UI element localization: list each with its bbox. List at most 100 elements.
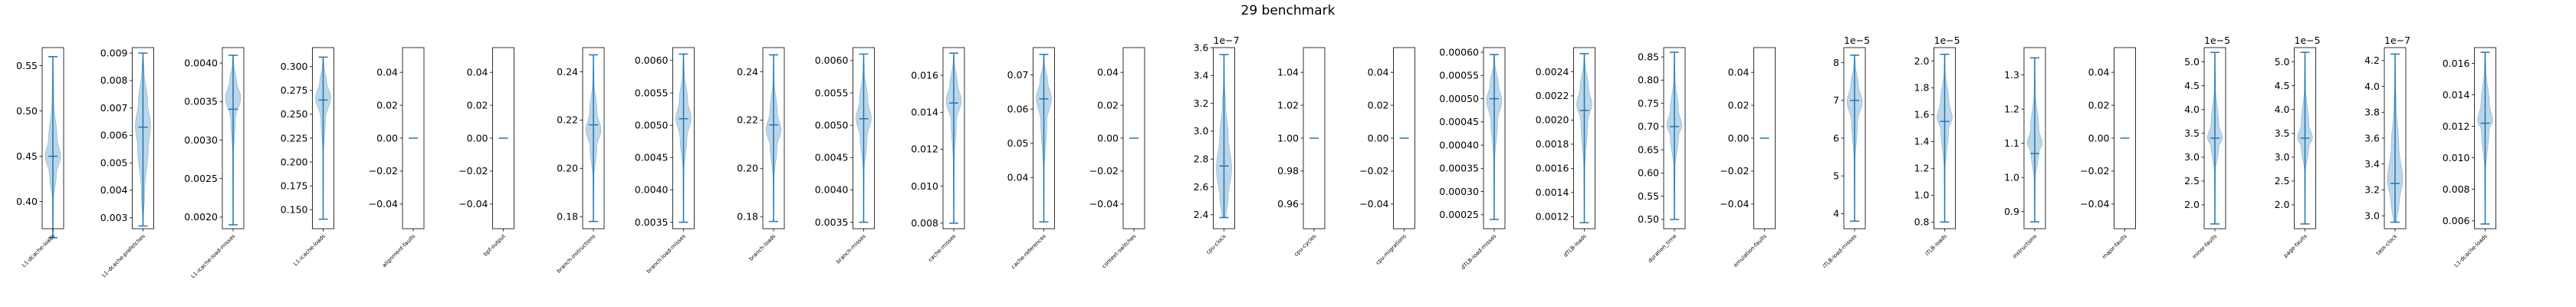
y-tick-label: 1.6 — [1914, 109, 1930, 120]
violin-panel: 2.0 2.5 3.0 3.5 4.0 4.5 5.0 1e−5 page-faults — [2275, 35, 2321, 259]
y-tick-label: 4.0 — [2275, 104, 2290, 115]
y-tick-label: 6 — [1833, 132, 1839, 144]
x-category-label: cpu-clock — [1205, 233, 1228, 256]
y-tick-label: 4.0 — [2364, 81, 2380, 92]
y-tick-label: 1.8 — [1914, 82, 1930, 94]
y-tick-label: 0.0055 — [635, 87, 669, 98]
x-category-label: iTLB-loads — [1924, 233, 1948, 257]
y-tick-label: 0.012 — [2443, 120, 2470, 132]
y-tick-label: 0.0040 — [635, 184, 669, 196]
y-tick-label: 1.0 — [2004, 172, 2019, 183]
y-tick-label: 0.0018 — [1536, 138, 1569, 150]
axis-offset-label: 1e−5 — [1934, 35, 1960, 46]
y-tick-label: 0.0014 — [1536, 187, 1569, 198]
x-category-label: task-clock — [2375, 233, 2399, 256]
y-tick-label: 3.5 — [2275, 127, 2290, 139]
y-tick-label: 1.3 — [2004, 69, 2019, 81]
y-tick-label: −0.04 — [458, 198, 488, 210]
y-tick-label: 0.24 — [737, 66, 758, 78]
y-tick-label: 0.02 — [1728, 99, 1750, 111]
y-tick-label: 0.00030 — [1439, 186, 1479, 197]
violin-panel: 0.003 0.004 0.005 0.006 0.007 0.008 0.009 L1-dc… — [100, 47, 154, 279]
x-category-label: major-faults — [2101, 233, 2128, 260]
y-tick-label: 0.50 — [1638, 213, 1659, 225]
x-category-label: alignment-faults — [381, 233, 417, 269]
y-tick-label: 0.18 — [557, 211, 578, 223]
y-tick-label: 0.00 — [376, 132, 398, 144]
y-tick-label: 0.00060 — [1439, 46, 1479, 58]
y-tick-label: 0.20 — [737, 163, 758, 174]
axis-offset-label: 1e−5 — [2295, 35, 2321, 46]
y-tick-label: 0.0016 — [1536, 163, 1569, 174]
violin-panel: 2.0 2.5 3.0 3.5 4.0 4.5 5.0 1e−5 minor-faults — [2184, 35, 2230, 260]
violin-panel: 0.00025 0.00030 0.00035 0.00040 0.00045 0.000… — [1439, 46, 1506, 271]
y-tick-label: 0.04 — [1097, 66, 1119, 78]
y-tick-label: 0.55 — [1638, 190, 1659, 202]
y-tick-label: 0.04 — [1007, 172, 1029, 183]
y-tick-label: 0.250 — [281, 108, 308, 120]
y-tick-label: 0.00 — [1097, 132, 1119, 144]
violin-panel: 0.008 0.010 0.012 0.014 0.016 cache-misses — [911, 47, 965, 263]
y-tick-label: 1.4 — [1914, 136, 1930, 147]
violin-panel: 0.04 0.05 0.06 0.07 cache-references — [1007, 47, 1055, 270]
y-tick-label: 0.175 — [281, 180, 308, 191]
x-category-label: branch-instructions — [556, 233, 597, 275]
y-tick-label: 0.04 — [1728, 66, 1750, 78]
y-tick-label: 0.9 — [2004, 206, 2019, 217]
y-tick-label: 0.200 — [281, 156, 308, 167]
y-tick-label: 1.00 — [1277, 132, 1299, 144]
y-tick-label: 0.70 — [1638, 120, 1659, 132]
y-tick-label: −0.02 — [1359, 165, 1388, 177]
y-tick-label: 1.2 — [2004, 103, 2019, 114]
y-tick-label: 3.0 — [2364, 210, 2380, 221]
x-category-label: L1-dcache-loads — [2453, 233, 2489, 269]
y-tick-label: −0.02 — [1089, 165, 1119, 177]
violin-panel: 0.0012 0.0014 0.0016 0.0018 0.0020 0.0022 0.00… — [1536, 47, 1595, 259]
y-tick-label: 0.014 — [2443, 89, 2470, 101]
y-tick-label: 0.00 — [467, 132, 488, 144]
y-tick-label: 0.0040 — [815, 184, 849, 196]
y-tick-label: 0.22 — [557, 114, 578, 126]
y-tick-label: 0.22 — [737, 114, 758, 126]
y-tick-label: 0.003 — [100, 212, 128, 223]
y-tick-label: 0.0035 — [815, 216, 849, 228]
violin-panel: −0.04 −0.02 0.00 0.02 0.04 bpf-output — [458, 47, 514, 258]
y-tick-label: 0.0060 — [815, 54, 849, 66]
x-category-label: cache-misses — [927, 233, 957, 263]
y-tick-label: 0.02 — [1368, 99, 1389, 111]
y-tick-label: 0.0030 — [184, 134, 218, 146]
y-tick-label: 4.0 — [2184, 104, 2200, 115]
y-tick-label: 0.55 — [16, 60, 38, 71]
y-tick-label: 0.008 — [2443, 183, 2470, 195]
y-tick-label: 0.04 — [467, 66, 488, 78]
y-tick-label: 0.0025 — [184, 173, 218, 184]
y-tick-label: 0.96 — [1277, 198, 1299, 210]
figure-title: 29 benchmark — [1240, 3, 1336, 18]
x-category-label: L1-icache-load-misses — [190, 233, 237, 280]
y-tick-label: 0.0050 — [815, 119, 849, 130]
y-tick-label: 0.0035 — [635, 216, 669, 228]
y-tick-label: 0.65 — [1638, 144, 1659, 155]
y-tick-label: 0.006 — [2443, 215, 2470, 226]
y-tick-label: 5.0 — [2184, 56, 2200, 68]
y-tick-label: 0.80 — [1638, 74, 1659, 86]
y-tick-label: 0.98 — [1277, 165, 1299, 177]
y-tick-label: 0.18 — [737, 211, 758, 223]
x-category-label: minor-faults — [2191, 233, 2219, 261]
x-category-label: bpf-output — [482, 233, 507, 258]
y-tick-label: 0.07 — [1007, 69, 1029, 81]
violin-panel: 0.9 1.0 1.1 1.2 1.3 instructions — [2004, 47, 2046, 259]
y-tick-label: 0.007 — [100, 102, 128, 114]
violin-panel: −0.04 −0.02 0.00 0.02 0.04 context-switches — [1089, 47, 1145, 270]
y-tick-label: 0.0020 — [184, 211, 218, 223]
x-category-label: L1-dcache-prefetches — [101, 233, 147, 279]
x-category-label: duration_time — [1647, 233, 1677, 264]
y-tick-label: 4.5 — [2184, 80, 2200, 91]
y-tick-label: 0.300 — [281, 61, 308, 72]
y-tick-label: 0.02 — [376, 99, 398, 111]
violin-panel: 0.8 1.0 1.2 1.4 1.6 1.8 2.0 1e−5 iTLB-loads — [1914, 35, 1960, 257]
violin-panel: −0.04 −0.02 0.00 0.02 0.04 major-faults — [2080, 47, 2136, 260]
y-tick-label: 0.012 — [911, 144, 938, 155]
x-category-label: iTLB-load-misses — [1822, 233, 1858, 270]
x-category-label: context-switches — [1101, 233, 1138, 270]
